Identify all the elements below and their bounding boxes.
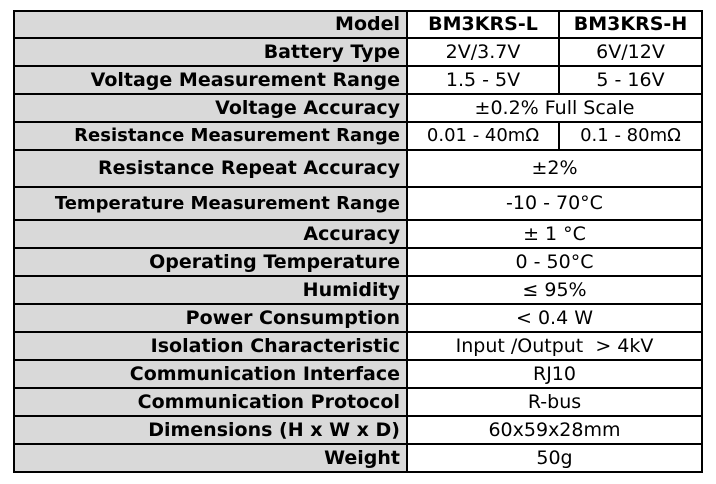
spec-value: ≤ 95% [406, 275, 703, 305]
spec-value-l: 1.5 - 5V [406, 65, 560, 95]
spec-value: R-bus [406, 387, 703, 417]
spec-value-l: 0.01 - 40mΩ [406, 121, 560, 151]
spec-label: Power Consumption [13, 303, 408, 333]
spec-label: Temperature Measurement Range [13, 186, 408, 221]
spec-row-voltage-accuracy: Voltage Accuracy ±0.2% Full Scale [13, 93, 703, 123]
spec-label: Dimensions (H x W x D) [13, 415, 408, 445]
spec-value: 50g [406, 443, 703, 473]
spec-value: Input /Output > 4kV [406, 331, 703, 361]
spec-row-temperature-range: Temperature Measurement Range -10 - 70°C [13, 186, 703, 221]
spec-value-h: 6V/12V [558, 37, 703, 67]
spec-value: 60x59x28mm [406, 415, 703, 445]
spec-label: Operating Temperature [13, 247, 408, 277]
spec-row-resistance-repeat: Resistance Repeat Accuracy ±2% [13, 149, 703, 188]
model-header-label: Model [13, 10, 408, 39]
spec-value: ±2% [406, 149, 703, 188]
spec-label: Weight [13, 443, 408, 473]
spec-label: Humidity [13, 275, 408, 305]
spec-row-dimensions: Dimensions (H x W x D) 60x59x28mm [13, 415, 703, 445]
spec-row-weight: Weight 50g [13, 443, 703, 473]
specification-table: Model BM3KRS-L BM3KRS-H Battery Type 2V/… [13, 10, 703, 473]
spec-label: Communication Interface [13, 359, 408, 389]
spec-label: Isolation Characteristic [13, 331, 408, 361]
spec-value-l: 2V/3.7V [406, 37, 560, 67]
model-l-header: BM3KRS-L [406, 10, 560, 39]
spec-row-isolation: Isolation Characteristic Input /Output >… [13, 331, 703, 361]
spec-row-accuracy: Accuracy ± 1 °C [13, 219, 703, 249]
spec-value: 0 - 50°C [406, 247, 703, 277]
spec-label: Resistance Repeat Accuracy [13, 149, 408, 188]
spec-value: -10 - 70°C [406, 186, 703, 221]
spec-label: Battery Type [13, 37, 408, 67]
spec-value-h: 0.1 - 80mΩ [558, 121, 703, 151]
spec-row-humidity: Humidity ≤ 95% [13, 275, 703, 305]
spec-label: Communication Protocol [13, 387, 408, 417]
header-row: Model BM3KRS-L BM3KRS-H [13, 10, 703, 39]
spec-label: Voltage Measurement Range [13, 65, 408, 95]
spec-label: Accuracy [13, 219, 408, 249]
spec-value: RJ10 [406, 359, 703, 389]
model-h-header: BM3KRS-H [558, 10, 703, 39]
spec-value: < 0.4 W [406, 303, 703, 333]
spec-label: Voltage Accuracy [13, 93, 408, 123]
spec-row-operating-temperature: Operating Temperature 0 - 50°C [13, 247, 703, 277]
spec-row-resistance-range: Resistance Measurement Range 0.01 - 40mΩ… [13, 121, 703, 151]
spec-row-communication-interface: Communication Interface RJ10 [13, 359, 703, 389]
spec-row-communication-protocol: Communication Protocol R-bus [13, 387, 703, 417]
spec-row-voltage-range: Voltage Measurement Range 1.5 - 5V 5 - 1… [13, 65, 703, 95]
spec-label: Resistance Measurement Range [13, 121, 408, 151]
spec-row-battery-type: Battery Type 2V/3.7V 6V/12V [13, 37, 703, 67]
spec-value-h: 5 - 16V [558, 65, 703, 95]
spec-value: ±0.2% Full Scale [406, 93, 703, 123]
spec-row-power-consumption: Power Consumption < 0.4 W [13, 303, 703, 333]
spec-value: ± 1 °C [406, 219, 703, 249]
